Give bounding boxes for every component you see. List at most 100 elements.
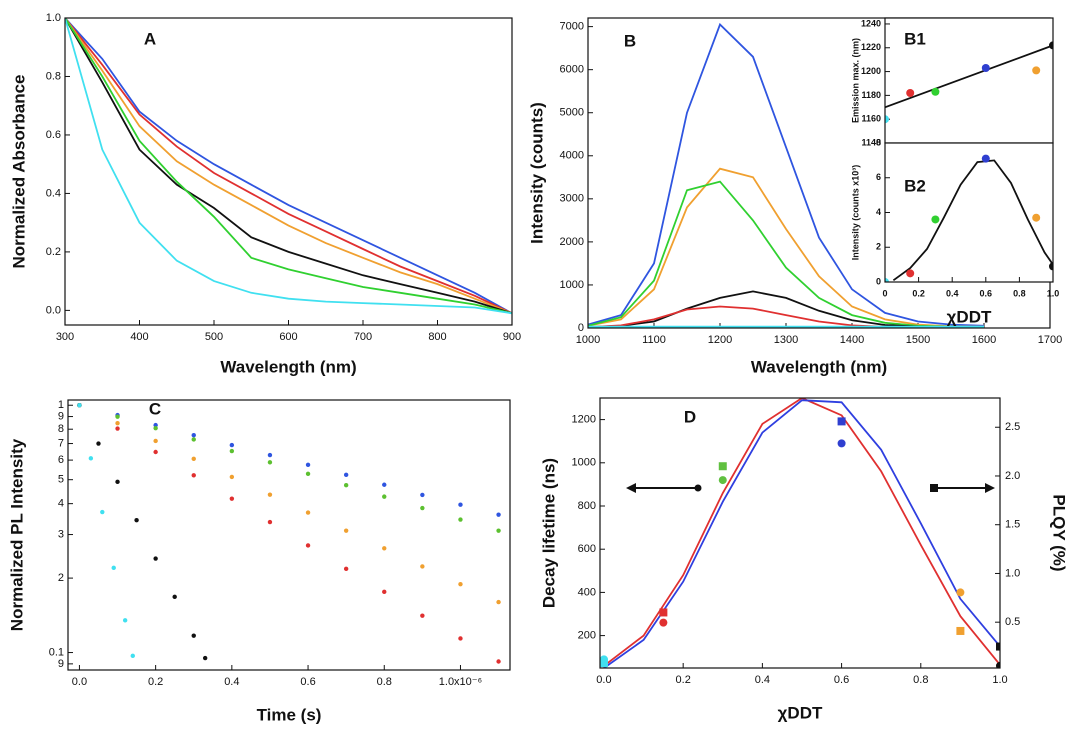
x-tick-label: 0.4 bbox=[224, 676, 239, 688]
data-marker bbox=[931, 215, 940, 224]
x-tick-label: 800 bbox=[428, 331, 446, 343]
data-marker bbox=[1049, 41, 1053, 50]
data-dot bbox=[267, 452, 273, 458]
data-dot bbox=[343, 566, 349, 572]
data-dot bbox=[343, 528, 349, 533]
series-line bbox=[588, 22, 985, 327]
data-dot bbox=[458, 517, 463, 522]
series-line bbox=[65, 18, 512, 315]
panel-label: A bbox=[144, 29, 156, 48]
inset-background bbox=[885, 143, 1053, 282]
data-marker bbox=[981, 64, 990, 72]
data-dot bbox=[305, 471, 311, 477]
data-marker bbox=[996, 642, 1000, 651]
data-marker bbox=[837, 439, 846, 448]
data-dot bbox=[420, 564, 425, 569]
y-tick-label: 5000 bbox=[560, 107, 584, 119]
x-axis-label: χDDT bbox=[947, 307, 992, 326]
data-marker bbox=[996, 661, 1000, 668]
panel: 0.0 0.2 0.4 0.6 0.8 1.0x10⁻⁶1987654320.19CTim… bbox=[7, 399, 511, 724]
data-marker bbox=[718, 462, 727, 471]
plot-frame bbox=[599, 397, 1001, 669]
series-line bbox=[885, 44, 1053, 109]
x-axis-label: Time (s) bbox=[257, 705, 322, 724]
data-dot bbox=[191, 473, 196, 478]
y-tick-label: 1140 bbox=[861, 137, 881, 147]
data-dot bbox=[111, 565, 116, 571]
panel-label: C bbox=[149, 399, 161, 418]
y-tick-label: 600 bbox=[578, 543, 596, 555]
data-marker bbox=[885, 278, 889, 282]
data-dot bbox=[229, 442, 235, 448]
y-tick-label: 0.2 bbox=[46, 246, 61, 258]
y-tick-label: 0 bbox=[876, 276, 881, 286]
y-tick-label: 400 bbox=[578, 586, 596, 598]
y-tick-label: 0.0 bbox=[46, 304, 61, 316]
data-dot bbox=[496, 599, 501, 605]
x-tick-label: 1600 bbox=[972, 334, 996, 346]
y-tick-label: 1200 bbox=[572, 414, 596, 426]
x-axis-label: Wavelength (nm) bbox=[751, 357, 887, 376]
x-tick-label: 0.2 bbox=[148, 676, 163, 688]
data-dot bbox=[191, 633, 196, 638]
series-line bbox=[65, 18, 512, 315]
panel-label: B2 bbox=[904, 176, 926, 195]
data-dot bbox=[382, 546, 387, 551]
x-tick-label: 400 bbox=[130, 331, 148, 343]
y-tick-label: 2 bbox=[58, 572, 64, 584]
y-tick-label: 3000 bbox=[560, 193, 584, 205]
data-dot bbox=[382, 494, 387, 499]
y-tick-label: 0 bbox=[578, 322, 584, 334]
data-dot bbox=[191, 456, 196, 462]
data-dot bbox=[343, 482, 349, 488]
data-marker bbox=[906, 269, 915, 278]
data-dot bbox=[134, 517, 139, 523]
data-dot bbox=[153, 438, 158, 444]
y-tick-label: 1200 bbox=[861, 66, 881, 76]
x-tick-label: 0.0 bbox=[72, 676, 87, 688]
y-tick-label: 0.4 bbox=[46, 187, 61, 199]
y-axis-label: Normalized Absorbance bbox=[9, 75, 28, 269]
y-axis-label: Intensity (counts) bbox=[527, 102, 546, 244]
data-dot bbox=[191, 437, 196, 442]
data-marker bbox=[600, 659, 608, 668]
series-line bbox=[603, 399, 1000, 668]
data-dot bbox=[153, 556, 158, 561]
y-tick-label: 1240 bbox=[861, 18, 881, 28]
x-tick-label: 1.0 bbox=[1047, 288, 1060, 298]
series-group bbox=[885, 41, 1053, 124]
y-tick-label: 6 bbox=[876, 172, 881, 182]
data-dot bbox=[115, 414, 120, 419]
y2-axis-label: PLQY (%) bbox=[1050, 494, 1069, 571]
data-dot bbox=[191, 432, 196, 438]
x-tick-label: 1.0 bbox=[992, 674, 1007, 686]
data-marker bbox=[718, 476, 727, 485]
x-tick-label: 0.4 bbox=[946, 288, 959, 298]
data-marker bbox=[956, 588, 965, 597]
arrow-head bbox=[626, 483, 636, 493]
y-tick-label: 4000 bbox=[560, 150, 584, 162]
data-dot bbox=[115, 421, 120, 426]
y-tick-label: 4 bbox=[58, 498, 64, 510]
series-group bbox=[885, 154, 1053, 282]
data-dot bbox=[343, 472, 349, 478]
y-tick-label: 1000 bbox=[572, 457, 596, 469]
data-dot bbox=[229, 496, 235, 501]
y-tick-label: 1 bbox=[58, 399, 64, 411]
y-tick-label: 1160 bbox=[861, 114, 881, 124]
panel: 0.0 0.2 0.4 0.6 0.8 1.0 200 400 600 800 1000 1200 0.… bbox=[539, 397, 1069, 722]
y-tick-label: 200 bbox=[578, 630, 596, 642]
data-dot bbox=[458, 581, 463, 587]
arrow-head bbox=[985, 483, 995, 493]
series-line bbox=[892, 159, 1053, 282]
panel-label: B bbox=[624, 31, 636, 50]
panel: 0 0.2 0.4 0.6 0.8 1.0 0 2 4 6 8 B2 χDDT Intensity (co… bbox=[850, 137, 1059, 326]
data-marker bbox=[1032, 66, 1041, 75]
y-axis-label: Emission max. (nm) bbox=[850, 38, 860, 123]
data-dot bbox=[115, 426, 120, 431]
series-group bbox=[600, 398, 1000, 668]
data-marker bbox=[1032, 213, 1041, 222]
data-marker bbox=[956, 626, 965, 635]
y-tick-label: 6 bbox=[58, 454, 64, 466]
panel: 1000 1100 1200 1300 1400 1500 1600 170001000200… bbox=[527, 17, 1062, 376]
